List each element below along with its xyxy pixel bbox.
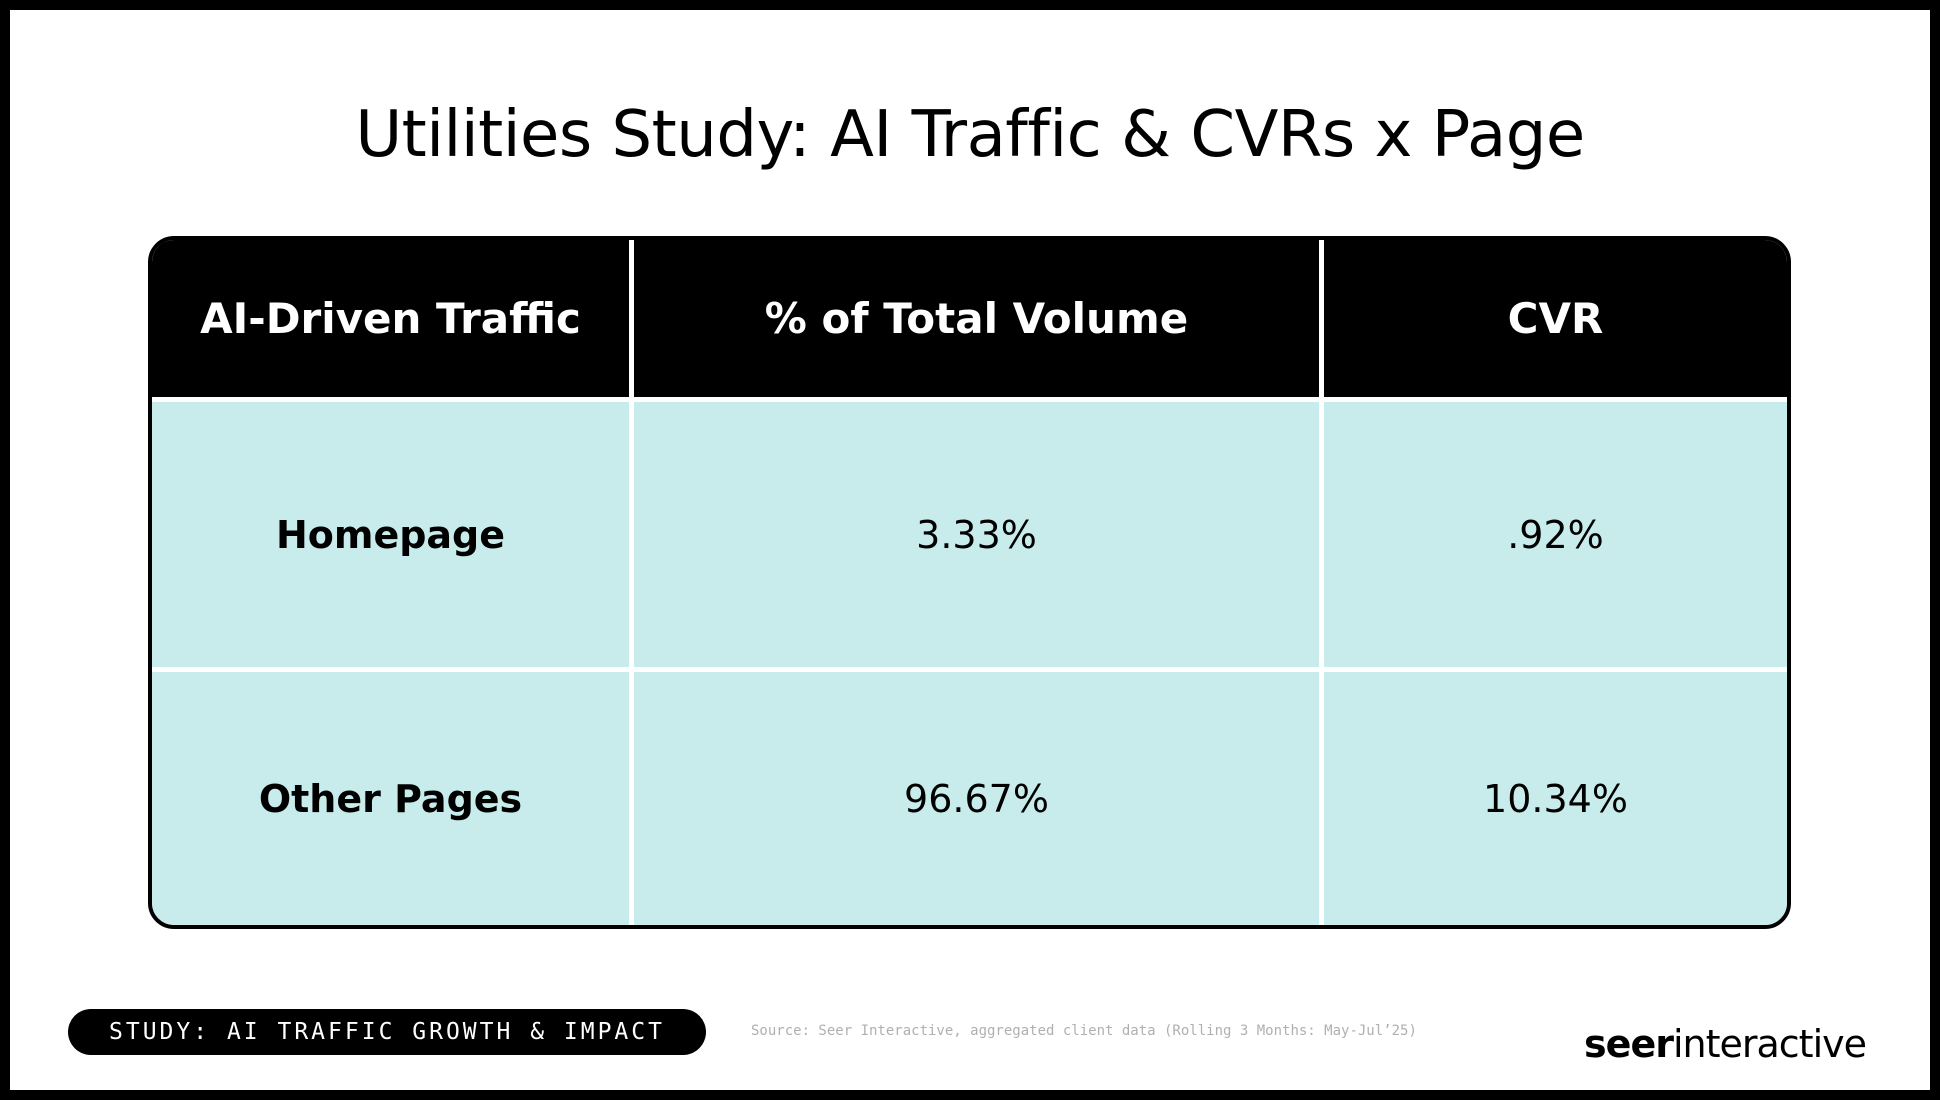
data-cell: .92%	[1324, 402, 1787, 667]
title: Utilities Study: AI Traffic & CVRs x Pag…	[355, 98, 1585, 172]
header-cell: AI-Driven Traffic	[152, 240, 629, 397]
logo: seerinteractive	[1584, 1022, 1867, 1066]
data-cell: 10.34%	[1324, 672, 1787, 925]
row-label: Homepage	[152, 402, 629, 667]
table: AI-Driven Traffic% of Total Volume CVR Hom…	[148, 236, 1791, 929]
data-cell: 3.33%	[634, 402, 1319, 667]
logo-light: interactive	[1672, 1022, 1867, 1066]
data-cell: 96.67%	[634, 672, 1319, 925]
source-note: Source: Seer Interactive, aggregated cli…	[751, 1023, 1417, 1039]
header-cell: % of Total Volume	[634, 240, 1319, 397]
logo-bold: seer	[1584, 1022, 1674, 1066]
header-cell: CVR	[1324, 240, 1787, 397]
study-badge: STUDY: AI TRAFFIC GROWTH & IMPACT	[68, 1009, 706, 1055]
row-label: Other Pages	[152, 672, 629, 925]
